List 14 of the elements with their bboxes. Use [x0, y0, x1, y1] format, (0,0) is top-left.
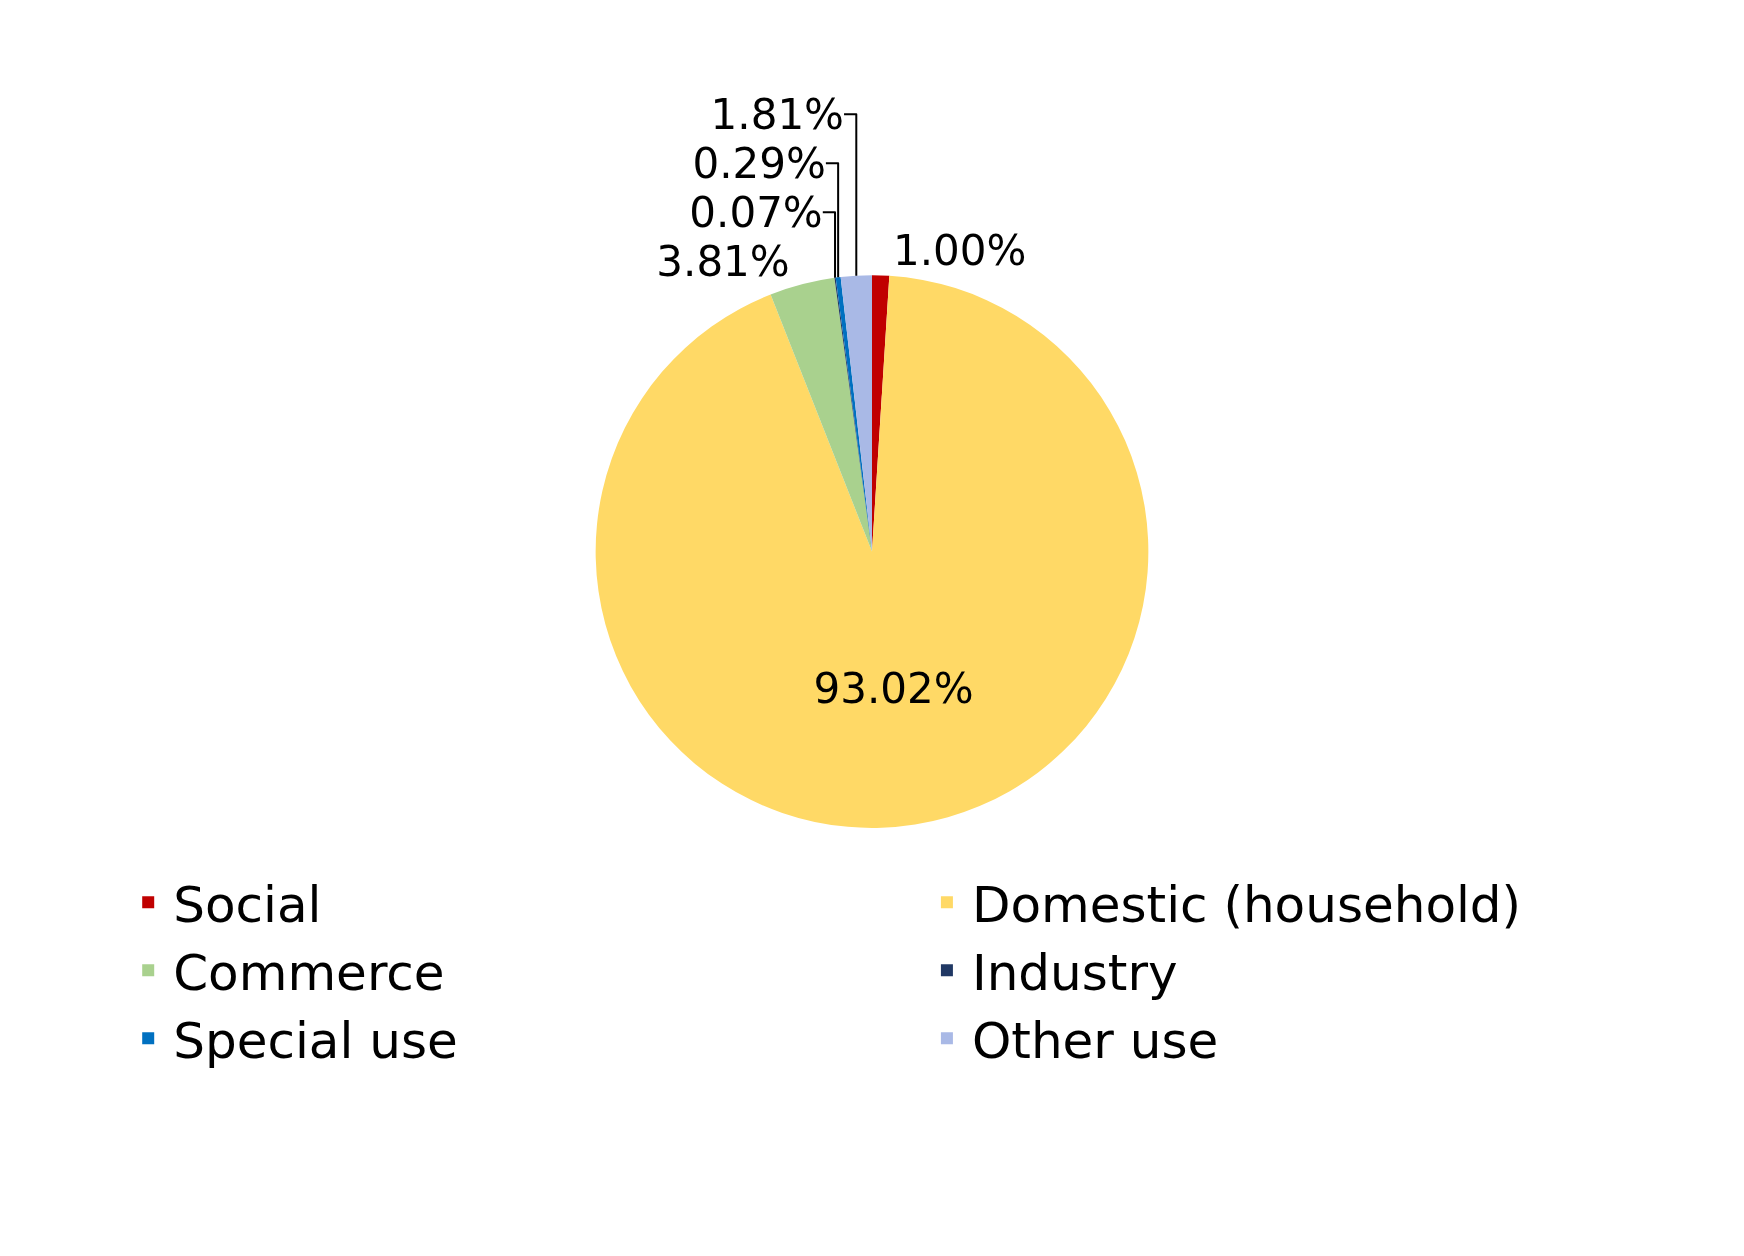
data-label: 3.81%: [656, 236, 790, 286]
data-label: 0.29%: [692, 138, 826, 188]
data-label: 1.00%: [892, 226, 1027, 276]
legend-label: Social: [173, 875, 322, 934]
data-label: 93.02%: [813, 663, 974, 713]
legend-label: Domestic (household): [971, 875, 1522, 934]
legend-label: Commerce: [173, 943, 445, 1002]
data-label: 0.07%: [689, 187, 823, 237]
data-label: 1.81%: [710, 89, 845, 139]
legend-label: Industry: [971, 943, 1178, 1002]
legend-label: Special use: [173, 1011, 458, 1070]
pie-slice: [770, 277, 872, 552]
pie-slice: [595, 275, 1149, 828]
legend-label: Other use: [971, 1011, 1219, 1070]
